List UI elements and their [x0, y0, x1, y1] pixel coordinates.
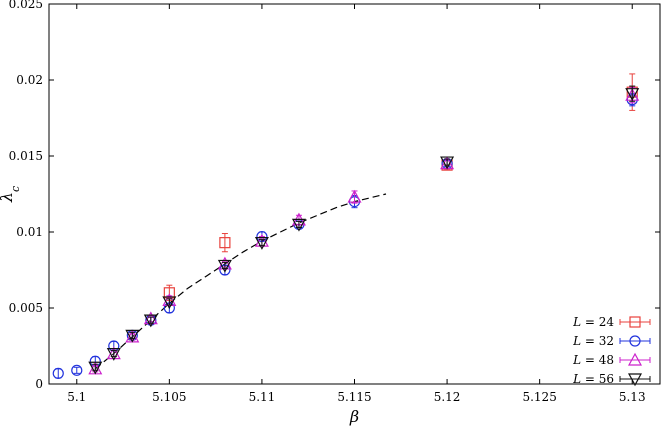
- legend-marker-circle: [629, 335, 641, 347]
- y-axis-label: λc: [0, 186, 22, 203]
- y-tick-label: 0.005: [9, 301, 43, 315]
- marker-triangle-down: [125, 329, 140, 343]
- legend-label: L = 32: [572, 334, 614, 348]
- marker-triangle-down: [143, 314, 158, 328]
- data-point: [108, 340, 120, 352]
- data-point: [52, 367, 64, 379]
- x-tick-label: 5.12: [434, 390, 461, 404]
- legend-label: L = 24: [572, 315, 614, 329]
- x-tick-label: 5.125: [522, 390, 556, 404]
- data-point: [143, 314, 158, 328]
- data-point: [625, 85, 640, 102]
- marker-triangle-down: [440, 156, 455, 170]
- legend-item: L = 32: [572, 334, 651, 348]
- legend-item: L = 48: [572, 352, 651, 367]
- marker-triangle-down: [88, 361, 103, 375]
- x-tick-label: 5.11: [249, 390, 276, 404]
- x-tick-label: 5.115: [337, 390, 371, 404]
- marker-triangle-down: [162, 296, 177, 310]
- marker-circle: [71, 364, 83, 376]
- legend: L = 24 L = 32 L = 48 L = 56: [572, 315, 651, 387]
- data-point: [440, 156, 455, 170]
- axes: 0 0.005 0.01 0.015 0.02 0.025 5.1 5.105 5.11 5.11…: [9, 0, 660, 404]
- marker-triangle-down: [291, 218, 306, 232]
- marker-triangle-down: [254, 237, 269, 250]
- data-point: [291, 218, 306, 232]
- fit-curve: [94, 193, 387, 370]
- legend-item: L = 24: [572, 315, 651, 329]
- marker-triangle-down: [106, 348, 121, 361]
- series-4: [88, 85, 640, 375]
- legend-label: L = 48: [572, 353, 614, 367]
- series-2: [52, 93, 638, 379]
- y-tick-label: 0: [35, 377, 43, 391]
- marker-square: [219, 237, 231, 249]
- legend-marker-square: [629, 316, 641, 328]
- data-point: [125, 329, 140, 343]
- x-tick-label: 5.13: [619, 390, 646, 404]
- data-point: [162, 296, 177, 310]
- data-point: [88, 361, 103, 375]
- data-point: [219, 233, 231, 253]
- y-tick-label: 0.02: [16, 73, 43, 87]
- legend-marker-triangle-down: [627, 373, 643, 387]
- legend-marker-triangle-up: [627, 352, 643, 366]
- y-axis-label-text: λc: [0, 186, 22, 203]
- x-axis-label: β: [349, 407, 359, 426]
- data-point: [254, 237, 269, 250]
- x-tick-label: 5.105: [152, 390, 186, 404]
- marker-triangle-down: [625, 88, 640, 101]
- legend-item: L = 56: [572, 372, 651, 387]
- series-3: [88, 87, 640, 375]
- y-tick-label: 0.015: [9, 149, 43, 163]
- y-tick-label: 0.01: [16, 225, 43, 239]
- marker-triangle-up: [347, 189, 362, 203]
- legend-label: L = 56: [572, 372, 614, 386]
- data-point: [71, 364, 83, 376]
- series-1: [163, 73, 638, 301]
- plot-area: [52, 73, 640, 379]
- y-tick-label: 0.025: [9, 0, 43, 11]
- data-point: [217, 259, 232, 273]
- data-point: [106, 348, 121, 361]
- data-point: [347, 189, 362, 204]
- x-tick-label: 5.1: [67, 390, 86, 404]
- marker-triangle-down: [217, 259, 232, 273]
- marker-circle: [52, 367, 64, 379]
